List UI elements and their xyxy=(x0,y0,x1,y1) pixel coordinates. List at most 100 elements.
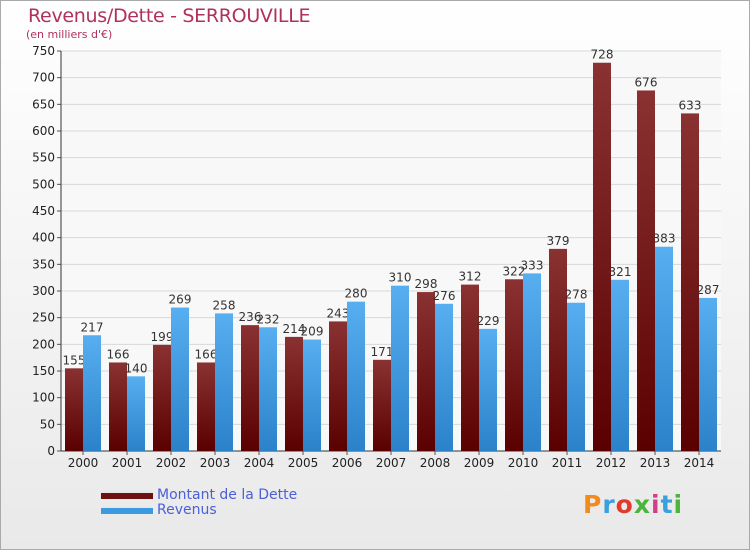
y-tick-label: 600 xyxy=(32,124,55,138)
legend-item-dette: Montant de la Dette xyxy=(101,486,298,503)
proxiti-logo: Proxiti xyxy=(583,490,683,519)
x-tick-label: 2004 xyxy=(244,456,275,470)
data-label-dette: 379 xyxy=(547,234,570,248)
y-tick-label: 550 xyxy=(32,151,55,165)
bar-revenus xyxy=(127,376,145,451)
legend-swatch-dette xyxy=(101,490,153,499)
y-tick-label: 400 xyxy=(32,231,55,245)
logo-letter: o xyxy=(615,490,634,519)
data-label-dette: 236 xyxy=(239,310,262,324)
logo-letter: t xyxy=(660,490,674,519)
data-label-revenus: 321 xyxy=(609,265,632,279)
y-tick-label: 150 xyxy=(32,364,55,378)
bar-revenus xyxy=(83,335,101,451)
bar-revenus xyxy=(303,339,321,451)
x-tick-label: 2012 xyxy=(596,456,627,470)
bar-dette xyxy=(197,362,215,451)
data-label-revenus: 278 xyxy=(565,288,588,302)
x-tick-label: 2003 xyxy=(200,456,231,470)
bar-dette xyxy=(373,359,391,451)
bar-revenus xyxy=(391,285,409,451)
data-label-dette: 728 xyxy=(591,48,614,62)
data-label-dette: 298 xyxy=(415,277,438,291)
legend-swatch-revenus xyxy=(101,505,153,514)
y-tick-label: 100 xyxy=(32,391,55,405)
bar-revenus xyxy=(215,313,233,451)
data-label-revenus: 287 xyxy=(697,283,720,297)
bar-revenus xyxy=(523,273,541,451)
y-tick-label: 500 xyxy=(32,177,55,191)
bar-dette xyxy=(505,279,523,451)
data-label-dette: 166 xyxy=(107,347,130,361)
data-label-revenus: 140 xyxy=(125,361,148,375)
x-tick-label: 2010 xyxy=(508,456,539,470)
y-tick-label: 300 xyxy=(32,284,55,298)
bar-revenus xyxy=(655,246,673,451)
x-tick-label: 2000 xyxy=(68,456,99,470)
x-tick-label: 2005 xyxy=(288,456,319,470)
data-label-revenus: 269 xyxy=(169,293,192,307)
y-tick-label: 50 xyxy=(40,417,55,431)
x-tick-label: 2002 xyxy=(156,456,187,470)
legend: Montant de la Dette Revenus xyxy=(101,486,298,518)
logo-letter: i xyxy=(673,490,684,519)
x-tick-label: 2006 xyxy=(332,456,363,470)
x-tick-label: 2013 xyxy=(640,456,671,470)
logo-letter: P xyxy=(583,490,603,519)
bar-revenus xyxy=(699,297,717,451)
x-tick-label: 2011 xyxy=(552,456,583,470)
bar-revenus xyxy=(611,279,629,451)
legend-item-revenus: Revenus xyxy=(101,501,297,518)
data-label-dette: 633 xyxy=(679,98,702,112)
bar-revenus xyxy=(435,303,453,451)
data-label-dette: 214 xyxy=(283,322,306,336)
data-label-dette: 243 xyxy=(327,306,350,320)
bar-dette xyxy=(153,344,171,451)
bar-dette xyxy=(461,284,479,451)
bar-revenus xyxy=(567,302,585,451)
y-tick-label: 200 xyxy=(32,337,55,351)
data-label-revenus: 310 xyxy=(389,271,412,285)
bar-dette xyxy=(109,362,127,451)
y-tick-label: 0 xyxy=(47,444,55,458)
bar-revenus xyxy=(259,327,277,451)
logo-letter: i xyxy=(651,490,661,519)
data-label-revenus: 276 xyxy=(433,289,456,303)
legend-label-revenus: Revenus xyxy=(157,501,217,518)
y-tick-label: 750 xyxy=(32,44,55,58)
x-tick-label: 2014 xyxy=(684,456,715,470)
data-label-revenus: 383 xyxy=(653,232,676,246)
bar-dette xyxy=(285,336,303,451)
bar-dette xyxy=(241,325,259,451)
data-label-revenus: 229 xyxy=(477,314,500,328)
bar-dette xyxy=(549,248,567,451)
legend-label-dette: Montant de la Dette xyxy=(157,486,298,503)
logo-letter: r xyxy=(602,490,616,519)
x-tick-label: 2001 xyxy=(112,456,143,470)
data-label-dette: 322 xyxy=(503,264,526,278)
chart-subtitle: (en milliers d'€) xyxy=(26,28,113,41)
data-label-revenus: 258 xyxy=(213,298,236,312)
data-label-dette: 171 xyxy=(371,345,394,359)
chart-title: Revenus/Dette - SERROUVILLE xyxy=(28,5,311,27)
bar-dette xyxy=(65,368,83,451)
data-label-dette: 199 xyxy=(151,330,174,344)
logo-letter: x xyxy=(633,490,651,519)
y-tick-label: 700 xyxy=(32,71,55,85)
y-tick-label: 650 xyxy=(32,97,55,111)
bar-dette xyxy=(417,292,435,451)
data-label-revenus: 280 xyxy=(345,287,368,301)
x-tick-label: 2007 xyxy=(376,456,407,470)
bar-dette xyxy=(681,113,699,452)
data-label-revenus: 232 xyxy=(257,312,280,326)
x-tick-label: 2008 xyxy=(420,456,451,470)
data-label-dette: 676 xyxy=(635,75,658,89)
data-label-revenus: 209 xyxy=(301,325,324,339)
data-label-revenus: 333 xyxy=(521,258,544,272)
data-label-dette: 166 xyxy=(195,347,218,361)
bar-dette xyxy=(637,90,655,451)
data-label-dette: 312 xyxy=(459,270,482,284)
x-tick-label: 2009 xyxy=(464,456,495,470)
bar-dette xyxy=(329,321,347,451)
